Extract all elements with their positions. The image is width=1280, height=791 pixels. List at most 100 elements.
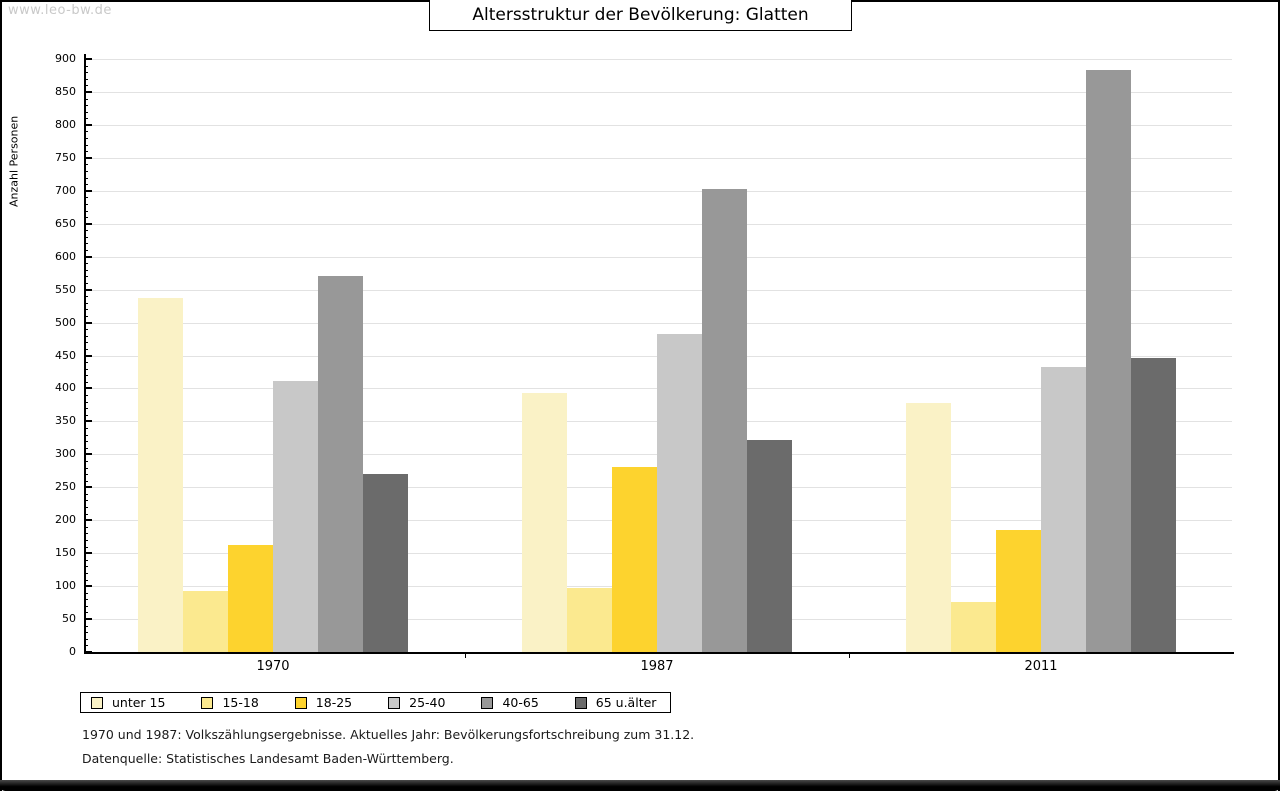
y-minor-tick-680: [84, 203, 88, 205]
y-minor-tick-140: [84, 559, 88, 561]
y-minor-tick-620: [84, 243, 88, 245]
gridline-850: [84, 91, 1232, 93]
y-minor-tick-830: [84, 105, 88, 107]
x-axis-line: [84, 652, 1234, 654]
gridline-500: [84, 322, 1232, 324]
x-group-separator-1: [465, 652, 466, 658]
bar-1987-18-25: [612, 466, 657, 652]
y-minor-tick-310: [84, 447, 88, 449]
y-tick-label-800: 800: [55, 117, 76, 131]
y-minor-tick-740: [84, 164, 88, 166]
y-tick-label-150: 150: [55, 546, 76, 560]
legend-label: 25-40: [409, 695, 446, 710]
y-minor-tick-660: [84, 217, 88, 219]
bar-2011-unter-15: [906, 402, 951, 652]
bar-1987-15-18: [567, 588, 612, 652]
y-major-tick-200: [84, 519, 92, 522]
y-minor-tick-530: [84, 302, 88, 304]
y-minor-tick-220: [84, 507, 88, 509]
y-minor-tick-440: [84, 362, 88, 364]
y-minor-tick-190: [84, 526, 88, 528]
gridline-700: [84, 190, 1232, 192]
legend-swatch-icon: [388, 696, 401, 709]
y-minor-tick-90: [84, 592, 88, 594]
y-minor-tick-460: [84, 348, 88, 350]
y-major-tick-700: [84, 189, 92, 192]
legend-item-65-u-lter: 65 u.älter: [574, 695, 656, 710]
y-minor-tick-610: [84, 250, 88, 252]
y-minor-tick-560: [84, 283, 88, 285]
bar-2011-15-18: [951, 601, 996, 652]
bar-1987-unter-15: [522, 393, 567, 652]
y-minor-tick-890: [84, 65, 88, 67]
y-tick-label-550: 550: [55, 282, 76, 296]
y-major-tick-900: [84, 58, 92, 60]
legend-label: unter 15: [112, 695, 166, 710]
y-minor-tick-20: [84, 638, 88, 640]
y-minor-tick-810: [84, 118, 88, 120]
bar-1970-18-25: [228, 545, 273, 652]
y-minor-tick-710: [84, 184, 88, 186]
gridline-750: [84, 157, 1232, 159]
y-minor-tick-490: [84, 329, 88, 331]
y-minor-tick-470: [84, 342, 88, 344]
y-tick-label-850: 850: [55, 84, 76, 98]
gridline-900: [84, 59, 1232, 60]
y-tick-label-350: 350: [55, 414, 76, 428]
y-tick-label-600: 600: [55, 249, 76, 263]
y-minor-tick-870: [84, 78, 88, 80]
bar-1970-65-u-lter: [363, 474, 408, 652]
y-major-tick-250: [84, 486, 92, 489]
x-category-label-1970: 1970: [256, 659, 290, 674]
y-tick-label-200: 200: [55, 513, 76, 527]
y-minor-tick-510: [84, 315, 88, 317]
y-tick-label-650: 650: [55, 216, 76, 230]
x-category-label-2011: 2011: [1024, 659, 1058, 674]
y-minor-tick-820: [84, 111, 88, 113]
gridline-550: [84, 289, 1232, 291]
bar-1987-65-u-lter: [747, 440, 792, 652]
y-major-tick-650: [84, 222, 92, 225]
y-minor-tick-590: [84, 263, 88, 265]
y-minor-tick-720: [84, 177, 88, 179]
y-tick-label-500: 500: [55, 315, 76, 329]
y-minor-tick-160: [84, 546, 88, 548]
y-tick-label-250: 250: [55, 480, 76, 494]
y-tick-label-900: 900: [55, 52, 76, 65]
y-minor-tick-480: [84, 335, 88, 337]
y-tick-label-0: 0: [69, 645, 76, 658]
y-major-tick-350: [84, 420, 92, 423]
y-tick-label-450: 450: [55, 348, 76, 362]
y-tick-label-400: 400: [55, 381, 76, 395]
chart-legend: unter 15 15-18 18-25 25-40 40-65 65 u.älter: [80, 692, 672, 713]
gridline-600: [84, 256, 1232, 258]
y-minor-tick-580: [84, 269, 88, 271]
y-major-tick-150: [84, 552, 92, 555]
legend-swatch-icon: [294, 696, 307, 709]
y-minor-tick-670: [84, 210, 88, 212]
y-minor-tick-760: [84, 151, 88, 153]
y-major-tick-450: [84, 354, 92, 357]
y-major-tick-50: [84, 618, 92, 621]
y-minor-tick-240: [84, 493, 88, 495]
y-minor-tick-390: [84, 395, 88, 397]
y-tick-label-700: 700: [55, 183, 76, 197]
legend-label: 15-18: [222, 695, 259, 710]
y-minor-tick-410: [84, 381, 88, 383]
y-major-tick-800: [84, 123, 92, 126]
x-group-separator-2: [849, 652, 850, 658]
legend-item-40-65: 40-65: [481, 695, 539, 710]
legend-label: 18-25: [315, 695, 353, 710]
y-major-tick-600: [84, 255, 92, 258]
y-minor-tick-780: [84, 138, 88, 140]
y-minor-tick-110: [84, 579, 88, 581]
page-title: Altersstruktur der Bevölkerung: Glatten: [472, 5, 809, 25]
y-minor-tick-330: [84, 434, 88, 436]
y-major-tick-850: [84, 90, 92, 93]
y-axis-line: [84, 54, 86, 654]
footnote-source-years: 1970 und 1987: Volkszählungsergebnisse. …: [82, 727, 695, 742]
window-bottom-edge: [0, 780, 1280, 791]
x-category-label-1987: 1987: [640, 659, 674, 674]
bar-1970-unter-15: [138, 298, 183, 652]
